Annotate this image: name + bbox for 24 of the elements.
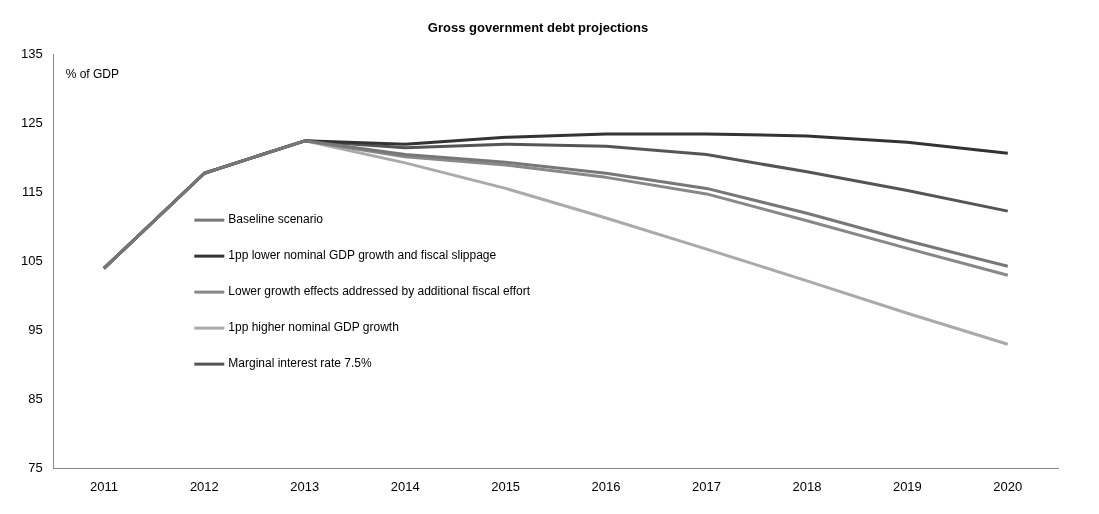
x-tick-label: 2012: [189, 478, 219, 494]
y-tick-label: 95: [28, 322, 43, 338]
y-tick-label: 105: [20, 253, 43, 269]
x-tick-label: 2014: [390, 478, 420, 494]
x-tick-label: 2013: [290, 478, 320, 494]
legend-label: Baseline scenario: [228, 212, 324, 227]
x-tick-label: 2011: [89, 478, 118, 494]
y-tick-label: 125: [20, 115, 43, 131]
x-tick-label: 2019: [892, 478, 922, 494]
y-tick-label: 135: [20, 46, 43, 62]
y-tick-label: 85: [28, 391, 43, 407]
legend-label: Lower growth effects addressed by additional fiscal effort: [228, 284, 531, 299]
legend-label: 1pp lower nominal GDP growth and fiscal slippage: [228, 248, 497, 263]
y-axis-title: % of GDP: [65, 66, 120, 81]
x-tick-label: 2016: [591, 478, 621, 494]
x-tick-label: 2018: [792, 478, 822, 494]
x-tick-label: 2017: [692, 478, 721, 494]
x-tick-label: 2015: [491, 478, 521, 494]
legend-label: 1pp higher nominal GDP growth: [228, 320, 399, 335]
y-tick-label: 115: [21, 184, 43, 200]
x-tick-label: 2020: [993, 478, 1023, 494]
chart-title: Gross government debt projections: [427, 20, 649, 36]
legend-label: Marginal interest rate 7.5%: [228, 356, 373, 371]
y-tick-label: 75: [28, 459, 43, 475]
